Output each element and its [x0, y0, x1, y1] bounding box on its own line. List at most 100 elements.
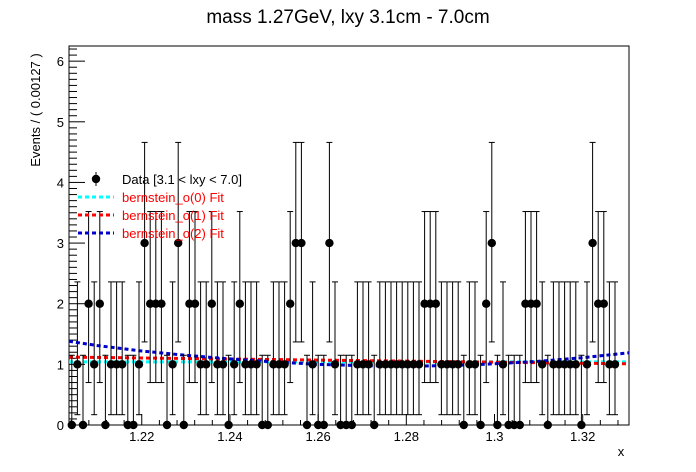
data-marker: [90, 360, 99, 369]
legend-entry: bernstein_o(2) Fit: [78, 226, 224, 241]
data-marker: [330, 360, 340, 369]
data-point: [330, 281, 340, 416]
data-marker: [235, 299, 244, 308]
data-point: [140, 141, 149, 343]
data-marker: [431, 299, 440, 308]
data-marker: [168, 360, 177, 369]
data-marker: [179, 420, 188, 430]
legend-label: bernstein_o(2) Fit: [122, 226, 224, 241]
data-point: [577, 354, 586, 430]
data-point: [515, 354, 524, 430]
data-marker: [610, 360, 620, 369]
legend-entry-data: Data [3.1 < lxy < 7.0]: [91, 172, 242, 187]
data-point: [118, 281, 127, 416]
data-marker: [571, 360, 580, 369]
data-point: [174, 141, 183, 343]
data-marker: [325, 238, 334, 248]
data-marker: [224, 420, 233, 430]
data-point: [78, 354, 88, 430]
data-marker: [95, 299, 105, 308]
y-axis-label: Events / ( 0.00127 ): [28, 53, 43, 166]
data-marker: [286, 299, 295, 308]
data-marker: [174, 238, 183, 248]
legend: Data [3.1 < lxy < 7.0] bernstein_o(0) Fit…: [78, 172, 242, 241]
data-point: [202, 281, 211, 416]
data-point: [308, 281, 317, 416]
data-marker: [470, 360, 480, 369]
data-marker: [78, 420, 88, 430]
y-tick-label: 6: [57, 54, 64, 69]
y-tick-label: 4: [57, 175, 64, 190]
data-point: [162, 354, 172, 430]
data-point: [280, 281, 289, 416]
data-point: [319, 354, 328, 430]
data-point: [263, 354, 272, 430]
data-marker: [308, 360, 317, 369]
data-marker: [207, 299, 216, 308]
data-point: [364, 281, 373, 416]
data-point: [84, 211, 93, 384]
data-marker: [140, 238, 149, 248]
data-marker: [454, 360, 463, 369]
data-marker: [129, 420, 138, 430]
data-marker: [84, 299, 93, 308]
data-point: [101, 354, 110, 430]
data-point: [325, 141, 334, 343]
data-marker: [347, 420, 356, 430]
data-marker: [230, 360, 239, 369]
data-point: [470, 281, 480, 416]
data-marker: [459, 420, 468, 430]
y-tick-label: 5: [57, 115, 64, 130]
data-marker: [263, 420, 272, 430]
data-point: [543, 354, 552, 430]
y-tick-label: 3: [57, 236, 64, 251]
data-marker: [487, 238, 496, 248]
data-point: [476, 354, 485, 430]
data-point: [532, 211, 541, 384]
data-point: [157, 211, 166, 384]
data-point: [207, 211, 216, 384]
data-marker: [101, 420, 110, 430]
data-point: [414, 281, 424, 416]
data-point: [218, 281, 228, 416]
data-marker: [302, 420, 312, 430]
legend-entry: bernstein_o(0) Fit: [78, 190, 224, 205]
data-point: [179, 354, 188, 430]
data-point: [168, 281, 177, 416]
data-marker: [190, 299, 200, 308]
data-point: [493, 354, 502, 430]
data-point: [302, 354, 312, 430]
data-point: [454, 281, 463, 416]
data-point: [224, 354, 233, 430]
data-point: [129, 354, 138, 430]
data-point: [498, 281, 508, 416]
data-marker: [543, 420, 552, 430]
data-point: [431, 211, 440, 384]
x-tick-label: 1.3: [485, 429, 503, 444]
data-point: [297, 141, 306, 343]
data-point: [571, 281, 580, 416]
y-tick-label: 1: [57, 357, 64, 372]
data-point: [610, 281, 620, 416]
data-point: [134, 281, 144, 416]
legend-label: Data [3.1 < lxy < 7.0]: [122, 172, 242, 187]
legend-entry: bernstein_o(1) Fit: [78, 208, 224, 223]
x-tick-label: 1.32: [570, 429, 595, 444]
x-tick-label: 1.26: [305, 429, 330, 444]
data-marker: [515, 420, 524, 430]
data-marker: [297, 238, 306, 248]
data-point: [459, 354, 468, 430]
axis-ticks: 1.22 1.24 1.26 1.28 1.3 1.32 0 1 2 3 4 5 6: [57, 48, 619, 444]
data-marker: [202, 360, 211, 369]
data-point: [487, 141, 496, 343]
data-marker: [476, 420, 485, 430]
data-point: [482, 211, 491, 384]
data-points: [67, 141, 620, 430]
data-marker: [538, 360, 547, 369]
data-marker: [118, 360, 127, 369]
x-tick-label: 1.24: [217, 429, 242, 444]
chart-title: mass 1.27GeV, lxy 3.1cm - 7.0cm: [206, 7, 489, 28]
data-point: [347, 354, 356, 430]
x-tick-label: 1.28: [394, 429, 419, 444]
